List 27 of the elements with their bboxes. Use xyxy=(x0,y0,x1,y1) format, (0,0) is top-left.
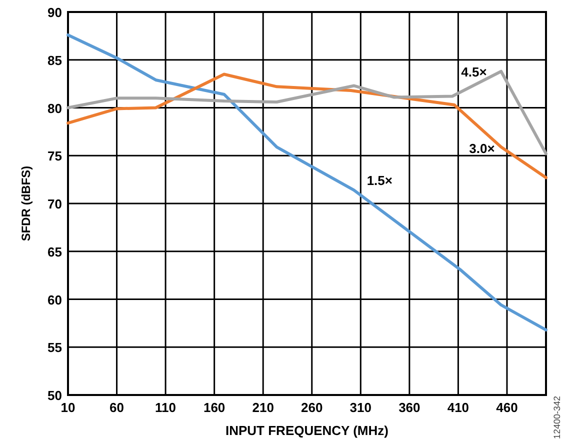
x-tick-label: 460 xyxy=(496,400,518,415)
x-tick-label: 60 xyxy=(110,400,124,415)
y-tick-label: 50 xyxy=(48,388,62,403)
x-tick-label: 360 xyxy=(398,400,420,415)
x-tick-label: 160 xyxy=(203,400,226,415)
y-tick-label: 90 xyxy=(48,5,62,20)
line-series xyxy=(66,33,548,332)
y-tick-label: 85 xyxy=(48,52,62,68)
y-tick-label: 65 xyxy=(48,244,62,260)
series-label: 3.0× xyxy=(469,141,496,156)
x-tick-label: 260 xyxy=(301,400,323,415)
x-tick-label: 410 xyxy=(447,400,470,415)
y-tick-label: 80 xyxy=(48,100,62,116)
y-axis-title: SFDR (dBFS) xyxy=(19,166,33,242)
y-tick-label: 75 xyxy=(48,148,62,164)
x-axis-title: INPUT FREQUENCY (MHz) xyxy=(226,423,388,438)
x-tick-label: 210 xyxy=(252,400,274,415)
y-tick-label: 70 xyxy=(48,196,62,212)
y-tick-label: 55 xyxy=(48,340,62,356)
x-tick-label: 110 xyxy=(155,400,176,415)
x-tick-label: 10 xyxy=(60,400,76,415)
text: 12400-342 xyxy=(552,396,562,439)
series-label: 4.5× xyxy=(461,64,488,80)
line-series xyxy=(66,70,548,156)
y-tick-label: 60 xyxy=(48,292,62,308)
x-tick-label: 310 xyxy=(350,400,372,415)
series-label: 1.5× xyxy=(366,173,393,188)
